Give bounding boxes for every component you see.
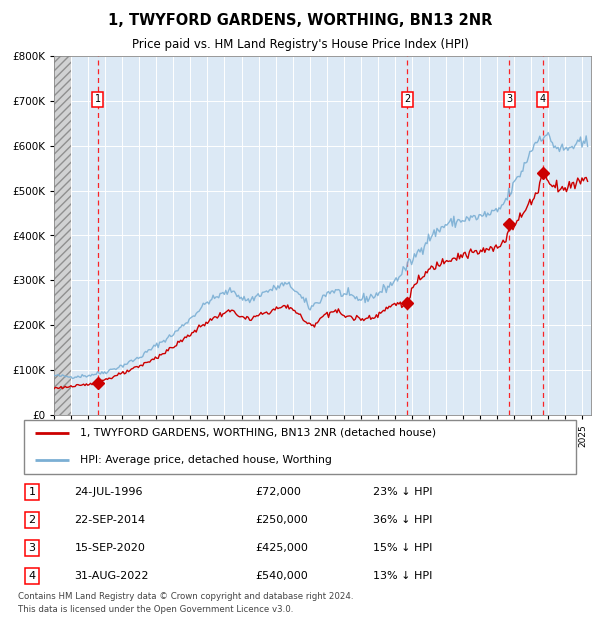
Text: 13% ↓ HPI: 13% ↓ HPI [373, 571, 433, 581]
Text: 23% ↓ HPI: 23% ↓ HPI [373, 487, 433, 497]
Text: 36% ↓ HPI: 36% ↓ HPI [373, 515, 433, 525]
Text: 4: 4 [29, 571, 35, 581]
Text: 1, TWYFORD GARDENS, WORTHING, BN13 2NR (detached house): 1, TWYFORD GARDENS, WORTHING, BN13 2NR (… [80, 428, 436, 438]
Text: HPI: Average price, detached house, Worthing: HPI: Average price, detached house, Wort… [80, 454, 332, 465]
Text: 15% ↓ HPI: 15% ↓ HPI [373, 543, 433, 553]
Text: £425,000: £425,000 [255, 543, 308, 553]
Text: 1: 1 [95, 94, 101, 104]
Text: 1, TWYFORD GARDENS, WORTHING, BN13 2NR: 1, TWYFORD GARDENS, WORTHING, BN13 2NR [108, 13, 492, 28]
Text: 2: 2 [404, 94, 410, 104]
Text: 2: 2 [29, 515, 35, 525]
Text: Contains HM Land Registry data © Crown copyright and database right 2024.
This d: Contains HM Land Registry data © Crown c… [18, 592, 353, 614]
Text: 1: 1 [29, 487, 35, 497]
Text: 15-SEP-2020: 15-SEP-2020 [74, 543, 145, 553]
FancyBboxPatch shape [23, 420, 577, 474]
Text: 4: 4 [539, 94, 545, 104]
Text: £540,000: £540,000 [255, 571, 308, 581]
Text: 22-SEP-2014: 22-SEP-2014 [74, 515, 146, 525]
Text: £72,000: £72,000 [255, 487, 301, 497]
Text: Price paid vs. HM Land Registry's House Price Index (HPI): Price paid vs. HM Land Registry's House … [131, 38, 469, 51]
Text: 24-JUL-1996: 24-JUL-1996 [74, 487, 143, 497]
Text: 3: 3 [29, 543, 35, 553]
Text: 31-AUG-2022: 31-AUG-2022 [74, 571, 149, 581]
Bar [54, 56, 71, 415]
Text: £250,000: £250,000 [255, 515, 308, 525]
Text: 3: 3 [506, 94, 512, 104]
